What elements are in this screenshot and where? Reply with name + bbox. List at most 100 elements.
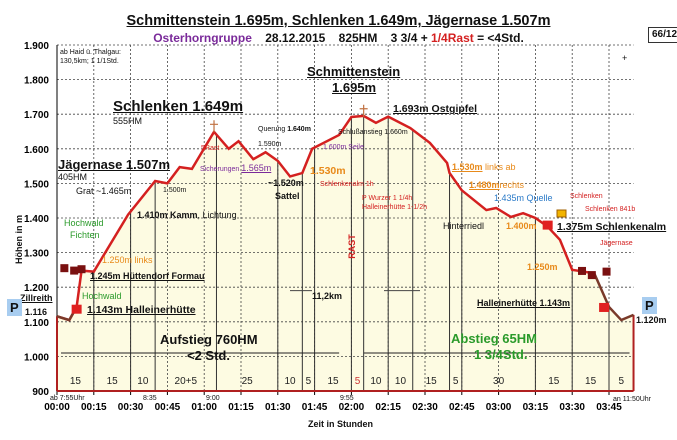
x-tick-label: 00:15 [81, 402, 107, 413]
label-sicherungen: Sicherungen 1.565m [200, 163, 272, 174]
label-sattel: Sattel [275, 191, 300, 201]
segment-duration-label: 15 [585, 376, 597, 387]
segment-duration-label: 10 [137, 376, 149, 387]
label-abstieg-time: 1 3/4Std. [474, 347, 528, 362]
label-rast: RAST [346, 234, 357, 259]
label-grat: Grat ~1.465m [76, 186, 132, 196]
x-tick-label: 02:15 [375, 402, 401, 413]
label-schmittenstein-elev: 1.695m [332, 80, 377, 95]
subtitle-date: 28.12.2015 [265, 31, 326, 45]
x-tick-label: 01:45 [302, 402, 328, 413]
parking-end-icon: P [642, 297, 657, 314]
label-schlenken: Schlenken 1.649m [113, 98, 244, 115]
label-schlussanstieg: Schlußanstieg 1.660m [338, 129, 408, 136]
label-jaegernase-hm: 405HM [58, 172, 88, 182]
label-wurzer: P Wurzer 1 1/4h [362, 195, 413, 202]
links-ab-text: links ab [482, 162, 516, 172]
label-sign-jaegernase: Jägernase [600, 240, 633, 247]
hut-icon [70, 266, 79, 275]
profile-line-end [593, 272, 635, 322]
label-links-ab: 1.530m links ab [452, 163, 516, 172]
y-tick-label: 1.600 [24, 145, 49, 156]
segment-duration-label: 30 [493, 376, 505, 387]
label-quelle: 1.435m Quelle [494, 193, 553, 203]
sicherungen-elev: 1.565m [241, 163, 272, 173]
label-schlenken-hm: 555HM [113, 116, 143, 126]
summit-cross-icon [359, 104, 368, 117]
segment-duration-label: 10 [285, 376, 297, 387]
label-querung: Querung 1.640m [258, 126, 311, 133]
label-schlenkenalm: 1.375m Schlenkenalm [557, 221, 667, 233]
x-tick-label: 01:00 [191, 402, 217, 413]
links-ab-elev: 1.530m [452, 162, 483, 172]
y-tick-label: 900 [32, 387, 49, 398]
summit-cross-icon [210, 120, 219, 133]
y-tick-label: 1.400 [24, 214, 49, 225]
label-aufstieg-time: <2 Std. [187, 348, 230, 363]
x-tick-label: 02:45 [449, 402, 475, 413]
hut-icon [556, 209, 567, 218]
label-jaegernase: Jägernase 1.507m [58, 157, 171, 172]
x-tick-label: 00:45 [155, 402, 181, 413]
segment-duration-label: 5 [306, 376, 312, 387]
parking-start-icon: P [7, 299, 22, 316]
label-end-elev: 1.120m [636, 315, 667, 325]
x-tick-label: 01:30 [265, 402, 291, 413]
rechts-text: rechts [499, 180, 525, 190]
hut-icon [542, 220, 553, 230]
y-tick-label: 1.700 [24, 110, 49, 121]
label-seile: 1.600m Seile [323, 144, 364, 151]
clock-955: 9:55 [340, 395, 354, 402]
label-rast5: 5Rast [201, 145, 220, 152]
hut-icon [71, 304, 82, 314]
segment-duration-label: 15 [327, 376, 339, 387]
label-hallein-time: Halleinerhütte 1-1/2h [362, 204, 427, 211]
y-tick-label: 1.000 [24, 352, 49, 363]
segment-duration-label: 25 [242, 376, 254, 387]
y-axis-label: Höhen in m [14, 215, 24, 264]
label-zillreith: Zillreith [20, 293, 53, 303]
y-tick-label: 1.300 [24, 249, 49, 260]
label-kamm: 1.410m Kamm, Lichtung [137, 211, 237, 220]
segment-duration-label: 15 [426, 376, 438, 387]
info-text: 1 1/1Std. [90, 58, 119, 65]
x-tick-label: 00:00 [44, 402, 70, 413]
segment-duration-label: 15 [548, 376, 560, 387]
kamm-note: , Lichtung [197, 210, 237, 220]
hut-icon [60, 264, 69, 273]
label-fichten: Fichten [70, 230, 100, 240]
y-tick-label: 1.800 [24, 76, 49, 87]
x-tick-label: 02:30 [412, 402, 438, 413]
label-distance: 11,2km [312, 291, 343, 301]
segment-duration-label: 10 [370, 376, 382, 387]
clock-900: 9:00 [206, 395, 220, 402]
label-hochwald-2: Hochwald [82, 291, 122, 301]
label-halleinerhuette-2: Halleinerhütte 1.143m [477, 298, 571, 308]
segment-duration-label: 10 [395, 376, 407, 387]
label-sign-schlenken: Schlenken [570, 193, 603, 200]
label-hinterriedl: Hinterriedl [443, 221, 485, 231]
subtitle-total: = <4Std. [473, 31, 524, 45]
y-tick-label: 1.500 [24, 179, 49, 190]
info-text: Thalgau: [93, 49, 121, 56]
x-tick-label: 03:30 [559, 402, 585, 413]
hut-icon [77, 265, 86, 274]
y-tick-label: 1.100 [24, 318, 49, 329]
label-halleinerhuette: 1.143m Halleinerhütte [87, 304, 196, 316]
segment-duration-label: 5 [618, 376, 624, 387]
x-tick-label: 02:00 [339, 402, 365, 413]
info-text: 130,5km; [60, 58, 89, 65]
chart-title: Schmittenstein 1.695m, Schlenken 1.649m,… [126, 13, 551, 29]
label-rechts: 1.480mrechts [469, 181, 524, 190]
y-tick-label: 1.900 [24, 41, 49, 52]
label-sign-841b: Schlenken 841b [585, 206, 636, 213]
label-ostgipfel: 1.693m Ostgipfel [393, 103, 478, 115]
label-aufstieg: Aufstieg 760HM [160, 332, 258, 347]
label-schmittenstein: Schmittenstein [307, 64, 401, 79]
segment-duration-label: 5 [355, 376, 361, 387]
clock-end: an 11:50Uhr [613, 396, 652, 403]
label-1250: 1.250m [527, 262, 558, 272]
x-tick-label: 03:45 [596, 402, 622, 413]
hut-icon [599, 302, 610, 312]
